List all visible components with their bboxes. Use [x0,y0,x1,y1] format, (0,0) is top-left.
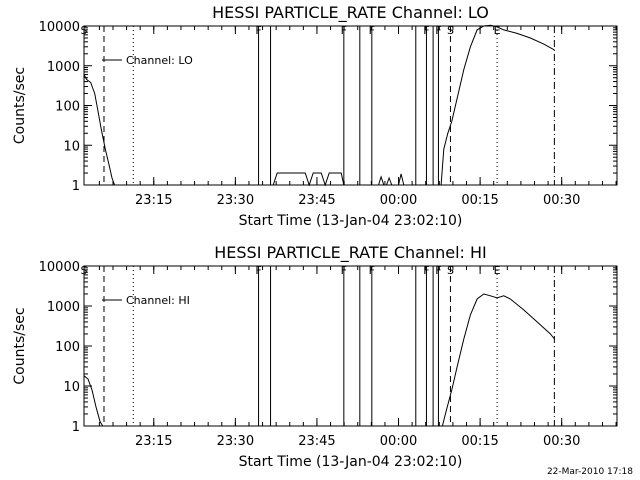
y-tick-label: 10000 [39,260,80,275]
series-line [272,172,345,187]
x-tick-label: 00:00 [380,434,417,449]
event-marker-label: S [447,24,454,37]
x-tick-label: 00:15 [461,193,498,208]
x-tick-label: 23:30 [217,434,254,449]
event-marker-label: S [447,264,454,277]
event-marker-label: F [423,264,429,277]
series-line [441,293,555,427]
y-tick-label: 10 [63,380,80,395]
chart-title: HESSI PARTICLE_RATE Channel: HI [214,243,487,263]
event-marker-label: S [81,24,88,37]
event-marker-label: E [494,24,501,37]
x-tick-label: 23:30 [217,193,254,208]
event-marker-label: E [494,264,501,277]
y-tick-label: 100 [55,340,80,355]
x-axis-label: Start Time (13-Jan-04 23:02:10) [239,454,463,470]
series-line [440,24,555,186]
event-marker-label: F [435,24,441,37]
y-tick-label: 1 [72,179,80,194]
x-tick-label: 00:30 [543,193,580,208]
event-marker-label: F [341,24,347,37]
chart-title: HESSI PARTICLE_RATE Channel: LO [212,3,489,23]
plot-frame [83,265,618,427]
y-tick-label: 10 [63,139,80,154]
x-tick-label: 23:45 [298,434,335,449]
x-tick-label: 23:15 [135,193,172,208]
x-tick-label: 23:45 [298,193,335,208]
series-line [378,175,385,186]
x-tick-label: 00:15 [461,434,498,449]
y-tick-label: 1000 [47,300,80,315]
series-line [83,375,104,427]
legend-label: Channel: LO [126,54,193,67]
event-marker-label: F [255,24,261,37]
event-marker-label: S [81,264,88,277]
y-tick-label: 1 [72,420,80,435]
panel-lo: HESSI PARTICLE_RATE Channel: LO Counts/se… [12,3,618,229]
y-tick-label: 100 [55,100,80,115]
event-marker-label: F [369,24,375,37]
legend-label: Channel: HI [126,294,190,307]
x-tick-label: 00:00 [380,193,417,208]
x-tick-label: 00:30 [543,434,580,449]
y-axis-label: Counts/sec [12,67,28,144]
event-marker-label: F [255,264,261,277]
event-marker-label: F [369,264,375,277]
x-axis-label: Start Time (13-Jan-04 23:02:10) [239,213,463,229]
x-tick-label: 23:15 [135,434,172,449]
footer-timestamp: 22-Mar-2010 17:18 [547,467,633,477]
event-marker-label: F [423,24,429,37]
event-marker-label: F [341,264,347,277]
series-line [386,176,393,186]
panel-hi: HESSI PARTICLE_RATE Channel: HI Counts/se… [12,243,618,470]
y-tick-label: 10000 [39,20,80,35]
y-tick-label: 1000 [47,60,80,75]
y-axis-label: Counts/sec [12,307,28,384]
series-line [83,74,116,186]
event-marker-label: F [435,264,441,277]
plot-frame [83,25,618,186]
series-line [398,173,405,186]
